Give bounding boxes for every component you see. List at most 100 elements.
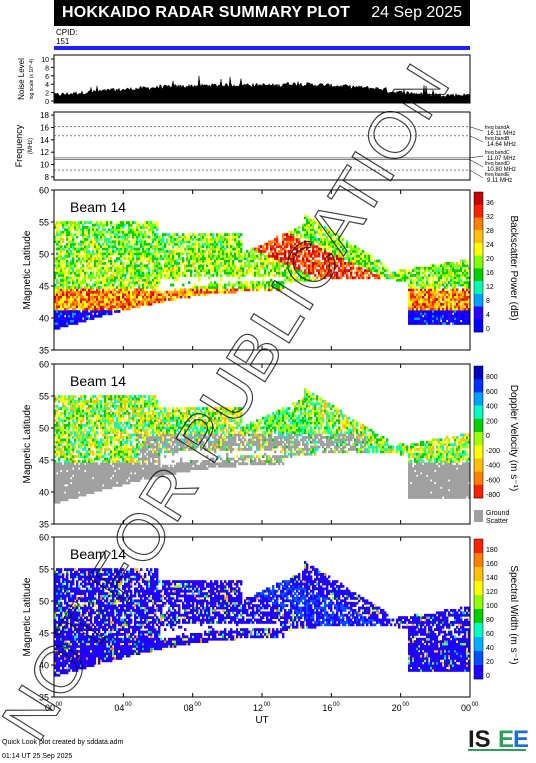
colorbar bbox=[473, 365, 484, 522]
colorbar-tick-label: 60 bbox=[486, 631, 494, 638]
colorbar-swatch bbox=[474, 458, 483, 472]
colorbar-tick-label: 36 bbox=[486, 200, 494, 207]
lat-ylabel: Magnetic Latitude bbox=[22, 577, 33, 656]
colorbar-tick-label: 16 bbox=[486, 270, 494, 277]
lat-ytick-label: 50 bbox=[39, 250, 49, 260]
colorbar-swatch bbox=[474, 281, 483, 295]
colorbar-tick-label: 800 bbox=[486, 374, 498, 381]
colorbar-tick-label: 32 bbox=[486, 214, 494, 221]
lat-ytick-label: 45 bbox=[39, 282, 49, 292]
colorbar-swatch bbox=[474, 595, 483, 610]
colorbar-swatch bbox=[474, 319, 483, 333]
colorbar-tick-label: 12 bbox=[486, 284, 494, 291]
colorbar-swatch bbox=[474, 405, 483, 420]
footer-created-by: Quick Look plot created by sddata.adm bbox=[2, 739, 124, 746]
lat-ytick-label: 55 bbox=[39, 218, 49, 228]
ground-scatter-swatch bbox=[474, 510, 483, 522]
colorbar-swatch bbox=[474, 471, 483, 486]
cpid-label: CPID: 151 bbox=[56, 28, 77, 46]
heatmap-cells bbox=[54, 388, 471, 504]
colorbar-tick-label: 0 bbox=[486, 433, 490, 440]
frequency-band-connector bbox=[469, 155, 484, 159]
noise-ytick-label: 8 bbox=[45, 65, 49, 72]
lat-ytick-label: 35 bbox=[39, 693, 49, 703]
colorbar-swatch bbox=[474, 553, 483, 568]
lat-ytick-label: 60 bbox=[39, 360, 49, 370]
frequency-band-value: 11.07 MHz bbox=[487, 156, 516, 162]
colorbar-label: Spectral Width (m s⁻¹) bbox=[508, 565, 519, 664]
frequency-panel-frame bbox=[53, 111, 471, 181]
frequency-ytick-label: 8 bbox=[45, 173, 50, 182]
colorbar-swatch bbox=[474, 418, 483, 433]
cpid-value: 151 bbox=[56, 37, 70, 46]
noise-ylabel: Noise Level bbox=[17, 58, 26, 100]
colorbar-label: Doppler Velocity (m s⁻¹) bbox=[508, 385, 519, 491]
title-bar: HOKKAIDO RADAR SUMMARY PLOT 24 Sep 2025 bbox=[54, 0, 470, 26]
noise-ylabel-sub: log scale (x 10^-4) bbox=[29, 58, 35, 99]
frequency-band-name: freq bandA bbox=[485, 125, 510, 131]
time-xtick-label: 00 bbox=[45, 703, 55, 713]
frequency-band-name: freq bandC bbox=[485, 150, 510, 156]
colorbar-tick-label: 8 bbox=[486, 298, 490, 305]
colorbar-swatch bbox=[474, 567, 483, 582]
colorbar-swatch bbox=[474, 392, 483, 406]
time-xlabel: UT bbox=[255, 715, 268, 726]
frequency-band-connector bbox=[469, 126, 484, 132]
frequency-band-connector bbox=[469, 135, 484, 143]
cpid-bar bbox=[54, 46, 470, 50]
noise-ytick-label: 0 bbox=[45, 99, 49, 106]
noise-trace bbox=[53, 75, 471, 104]
colorbar-swatch bbox=[474, 379, 483, 393]
cpid-caption: CPID: bbox=[56, 28, 78, 37]
colorbar-tick-label: 400 bbox=[486, 404, 498, 411]
noise-ytick-label: 6 bbox=[45, 74, 49, 81]
isee-logo: IS E E bbox=[468, 726, 528, 753]
frequency-band-connector bbox=[469, 159, 484, 168]
lat-ytick-label: 50 bbox=[39, 597, 49, 607]
colorbar-swatch bbox=[474, 637, 483, 652]
colorbar-tick-label: 20 bbox=[486, 659, 494, 666]
colorbar-swatch bbox=[474, 230, 483, 244]
frequency-band-value: 14.64 MHz bbox=[487, 142, 516, 148]
lat-ytick-label: 40 bbox=[39, 488, 49, 498]
frequency-ytick-label: 12 bbox=[40, 148, 49, 157]
colorbar-tick-label: 180 bbox=[486, 547, 498, 554]
colorbar-swatch bbox=[474, 366, 483, 380]
colorbar-tick-label: 4 bbox=[486, 312, 490, 319]
colorbar-tick-label: 40 bbox=[486, 645, 494, 652]
time-xtick-sup: 00 bbox=[56, 702, 63, 708]
colorbar-tick-label: 160 bbox=[486, 561, 498, 568]
lat-ylabel: Magnetic Latitude bbox=[22, 230, 33, 309]
colorbar-tick-label: 120 bbox=[486, 589, 498, 596]
colorbar-swatch bbox=[474, 609, 483, 624]
heatmap-panel-velocity bbox=[51, 363, 484, 525]
lat-ytick-label: 45 bbox=[39, 629, 49, 639]
time-xtick-sup: 00 bbox=[125, 702, 132, 708]
colorbar-swatch bbox=[474, 484, 483, 499]
time-xtick-label: 20 bbox=[392, 703, 402, 713]
colorbar-swatch bbox=[474, 242, 483, 256]
colorbar-frame bbox=[473, 191, 484, 333]
frequency-band-connector bbox=[469, 169, 484, 179]
colorbar-tick-label: 80 bbox=[486, 617, 494, 624]
lat-ytick-label: 60 bbox=[39, 186, 49, 196]
colorbar-tick-label: 140 bbox=[486, 575, 498, 582]
colorbar-swatch bbox=[474, 432, 483, 446]
heatmap-panel-width bbox=[51, 536, 484, 698]
lat-ytick-label: 60 bbox=[39, 533, 49, 543]
noise-ytick-label: 4 bbox=[45, 82, 49, 89]
colorbar-tick-label: -400 bbox=[486, 463, 500, 470]
frequency-ylabel-unit: (MHz) bbox=[28, 138, 34, 154]
colorbar-tick-label: 0 bbox=[486, 673, 490, 680]
colorbar-frame bbox=[473, 538, 484, 680]
colorbar-tick-label: 28 bbox=[486, 228, 494, 235]
frequency-band-name: freq bandE bbox=[485, 172, 510, 178]
lat-ytick-label: 55 bbox=[39, 392, 49, 402]
lat-ylabel: Magnetic Latitude bbox=[22, 404, 33, 483]
colorbar-swatch bbox=[474, 255, 483, 269]
colorbar-tick-label: 24 bbox=[486, 242, 494, 249]
ground-scatter-label-2: Scatter bbox=[486, 518, 509, 525]
lat-ytick-label: 50 bbox=[39, 424, 49, 434]
colorbar-swatch bbox=[474, 268, 483, 282]
